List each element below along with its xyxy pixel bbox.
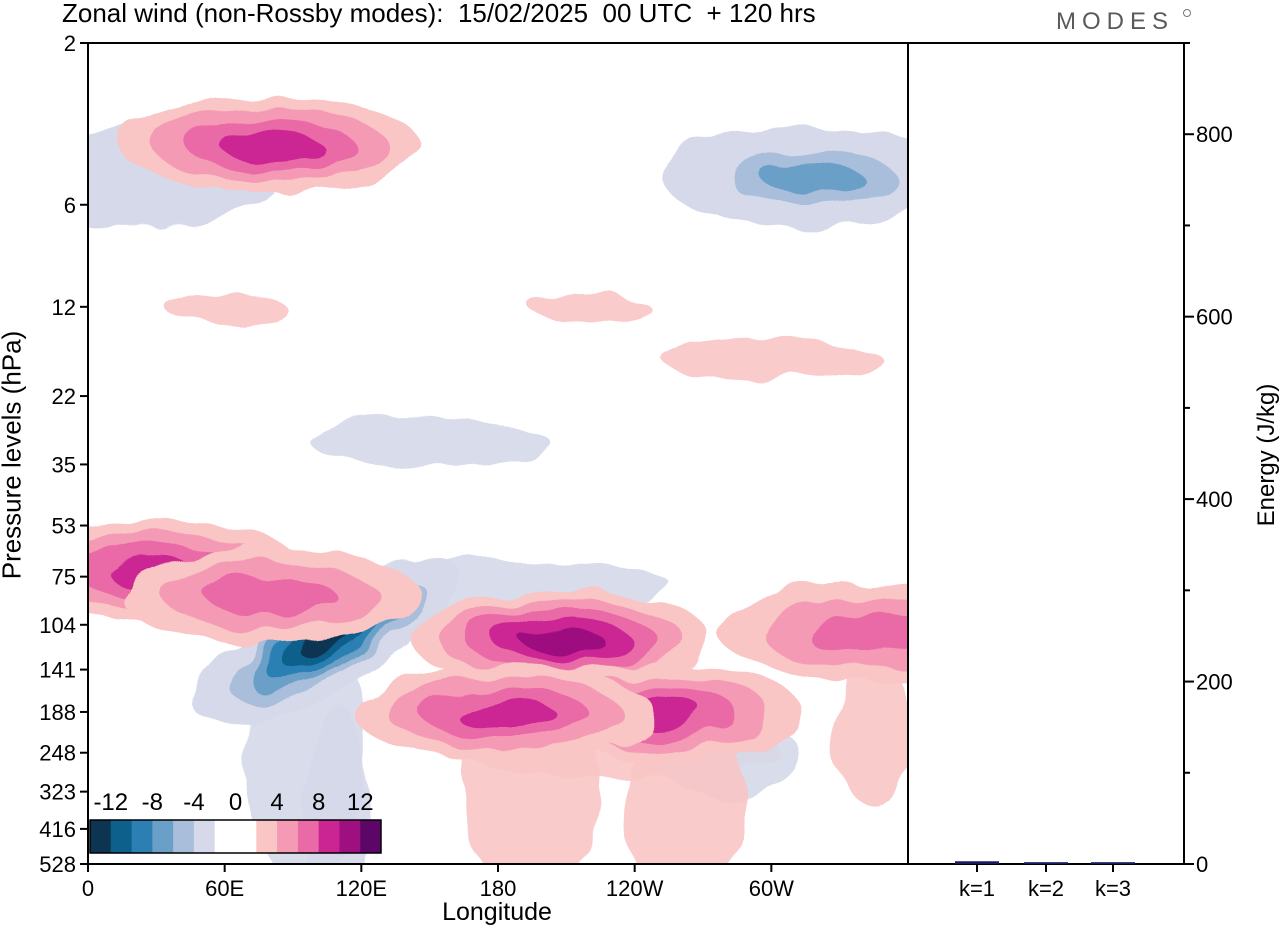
colorbar-swatch — [318, 820, 340, 853]
y-tick-label: 528 — [39, 852, 76, 877]
colorbar-swatch — [339, 820, 361, 853]
y-tick-label: 416 — [39, 817, 76, 842]
y-tick-label: 22 — [52, 384, 76, 409]
colorbar-swatch — [256, 820, 278, 853]
colorbar-swatch — [131, 820, 153, 853]
modes-logo: MODES — [1056, 8, 1175, 35]
colorbar-swatch — [152, 820, 174, 853]
x-tick-label: 60E — [205, 876, 244, 901]
energy-bar — [1091, 862, 1135, 864]
energy-tick-label: 400 — [1196, 487, 1233, 512]
colorbar-swatch — [110, 820, 133, 853]
y-tick-label: 141 — [39, 658, 76, 683]
colorbar-label: -8 — [142, 789, 163, 816]
energy-bar — [955, 861, 999, 864]
energy-x-tick-label: k=2 — [1028, 876, 1064, 901]
x-tick-label: 180 — [480, 876, 517, 901]
colorbar-label: 0 — [229, 789, 242, 816]
contour-level — [520, 626, 603, 653]
colorbar-swatch — [235, 820, 257, 853]
y-tick-label: 53 — [52, 514, 76, 539]
y-tick-label: 12 — [52, 295, 76, 320]
contour-blob — [164, 290, 285, 323]
axes: 0 60E 120E 180 120W 60W 2 6 12 22 35 53 75 104 141 188 2… — [39, 31, 1185, 901]
colorbar-swatch — [193, 820, 216, 853]
colorbar-swatch — [277, 820, 299, 853]
wind-field — [88, 97, 908, 864]
y-tick-label: 104 — [39, 613, 76, 638]
y-tick-label: 35 — [52, 452, 76, 477]
colorbar-swatch — [297, 820, 320, 853]
colorbar-frame — [89, 819, 382, 854]
x-tick-label: 0 — [82, 876, 94, 901]
y-tick-label: 248 — [39, 741, 76, 766]
energy-tick-label: 0 — [1196, 852, 1208, 877]
colorbar-label: 4 — [270, 789, 283, 816]
x-tick-label: 60W — [749, 876, 794, 901]
chart-title: Zonal wind (non-Rossby modes): 15/02/202… — [62, 0, 816, 28]
energy-axis-label: Energy (J/kg) — [1253, 383, 1280, 527]
contour-level — [762, 161, 863, 194]
colorbar-swatch — [173, 820, 195, 853]
contour-group — [88, 97, 908, 864]
colorbar-swatch — [214, 820, 236, 853]
colorbar-label: -12 — [93, 789, 128, 816]
colorbar-label: -4 — [183, 789, 204, 816]
y-axis-label: Pressure levels (hPa) — [0, 330, 27, 580]
y-tick-label: 75 — [52, 565, 76, 590]
energy-x-tick-label: k=1 — [959, 876, 995, 901]
energy-tick-label: 800 — [1196, 122, 1233, 147]
colorbar-swatch — [360, 820, 382, 853]
energy-frame — [907, 42, 1185, 865]
y-tick-label: 323 — [39, 780, 76, 805]
registered-mark-icon — [1183, 9, 1191, 17]
contour-level — [220, 129, 321, 162]
energy-bars: 0 200 400 600 800 k=1 k=2 k=3 — [955, 42, 1233, 901]
contour-blob — [833, 665, 908, 806]
y-tick-label: 2 — [64, 31, 76, 56]
colorbar: -12 -8 -4 0 4 8 12 — [89, 789, 382, 854]
contour-level — [454, 697, 555, 730]
colorbar-swatch — [90, 820, 112, 853]
colorbar-label: 8 — [312, 789, 325, 816]
x-axis-label: Longitude — [442, 898, 552, 926]
y-tick-label: 188 — [39, 700, 76, 725]
contour-level — [205, 574, 335, 616]
energy-tick-label: 200 — [1196, 670, 1233, 695]
colorbar-label: 12 — [347, 789, 374, 816]
contour-level — [805, 612, 908, 654]
y-tick-label: 6 — [64, 193, 76, 218]
energy-x-tick-label: k=3 — [1095, 876, 1131, 901]
x-tick-label: 120E — [336, 876, 387, 901]
x-tick-label: 120W — [606, 876, 664, 901]
contour-blob — [529, 292, 650, 321]
contour-blob — [661, 338, 882, 379]
energy-bar — [1024, 862, 1068, 864]
energy-tick-label: 600 — [1196, 305, 1233, 330]
contour-blob — [309, 419, 550, 464]
